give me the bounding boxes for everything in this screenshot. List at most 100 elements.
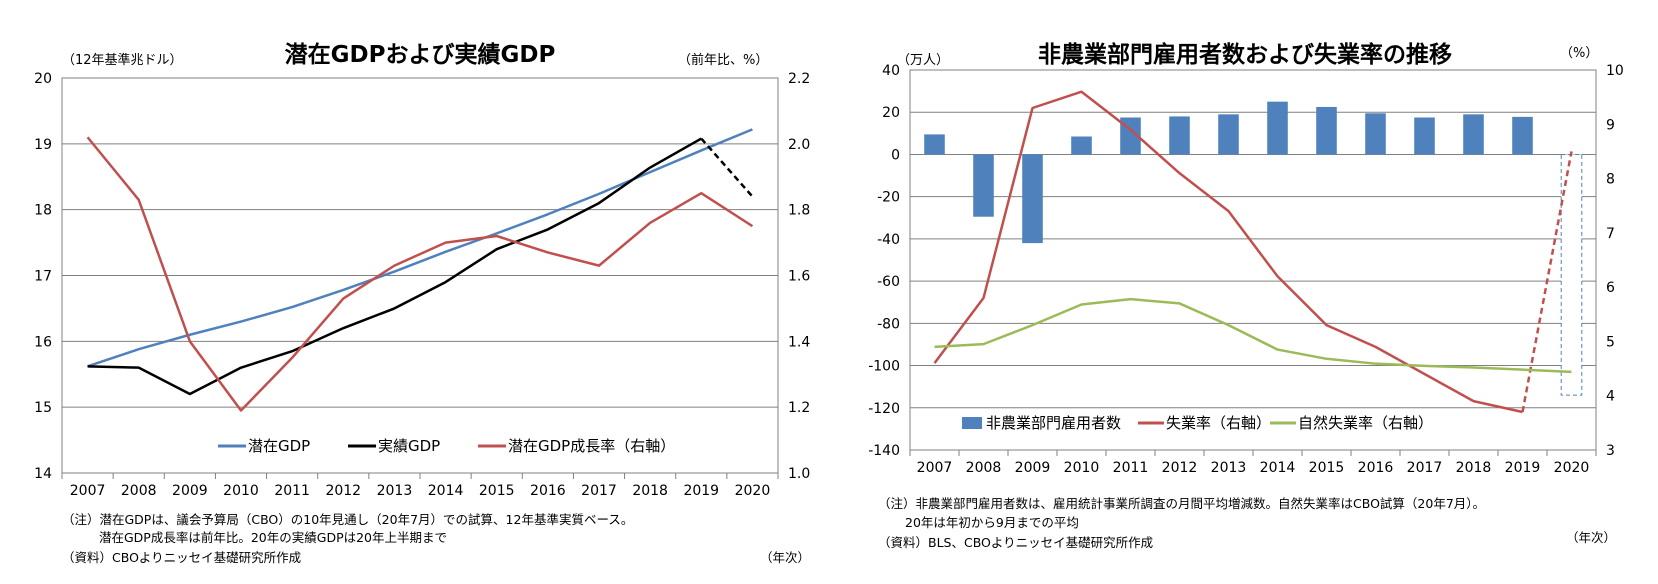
x-tick-label: 2018 [632,483,668,499]
y-tick-label: 14 [34,466,52,482]
y-tick-label: -20 [877,190,900,206]
x-tick-label: 2012 [1162,460,1198,476]
legend-swatch-payrolls [962,417,982,429]
right-axis-unit: （前年比、%） [678,52,768,68]
y-tick-label: 20 [34,71,52,87]
left-x-ticks: 2007 2008 2009 2010 2011 2012 2013 2014 2015 2016… [61,473,779,499]
legend-unemployment: 失業率（右軸） [1166,414,1271,432]
x-tick-label: 2009 [1015,460,1051,476]
x-tick-label: 2009 [172,483,208,499]
y2-tick-label: 8 [1606,172,1615,188]
legend-growth: 潜在GDP成長率（右軸） [508,437,675,455]
bar [924,134,945,155]
left-source: （資料）CBOよりニッセイ基礎研究所作成 [62,550,301,565]
x-tick-label: 2012 [325,483,361,499]
y-tick-label: 17 [34,269,52,285]
series-line [933,90,1523,414]
left-axis-unit: （12年基準兆ドル） [62,52,183,68]
y-tick-label: 40 [882,63,900,79]
right-gridlines [910,111,1596,409]
y-tick-label: 16 [34,334,52,350]
y-tick-label: 15 [34,400,52,416]
y2-tick-label: 1.6 [788,269,810,285]
series-line [87,128,753,368]
left-note-1: （注）潜在GDPは、議会予算局（CBO）の10年見通し（20年7月）での試算、1… [62,512,633,527]
right-chart-right-unit: （%） [1560,46,1598,61]
y2-tick-label: 9 [1606,117,1615,133]
x-tick-label: 2008 [121,483,157,499]
y2-tick-label: 1.4 [788,334,810,350]
y2-tick-label: 6 [1606,280,1615,296]
right-legend: 非農業部門雇用者数 失業率（右軸） 自然失業率（右軸） [962,414,1433,432]
right-note-1: （注）非農業部門雇用者数は、雇用統計事業所調査の月間平均増減数。自然失業率はCB… [878,496,1485,511]
right-note-2: 20年は年初から9月までの平均 [905,515,1079,530]
bar [1512,116,1533,155]
right-series [933,90,1573,414]
y2-tick-label: 2.2 [788,71,810,87]
bar [1267,101,1288,155]
series-line-dashed [1521,151,1573,413]
right-x-unit: （年次） [1566,530,1616,545]
x-tick-label: 2010 [1064,460,1100,476]
right-source: （資料）BLS、CBOよりニッセイ基礎研究所作成 [878,535,1153,550]
y2-tick-label: 1.8 [788,203,810,219]
x-tick-label: 2017 [1407,460,1443,476]
bar [973,154,994,217]
right-y2-ticks: 3 4 5 6 7 8 9 10 [1606,63,1624,459]
left-y-ticks: 14 15 16 17 18 19 20 [34,71,52,482]
legend-natural-rate: 自然失業率（右軸） [1298,414,1433,432]
y2-tick-label: 3 [1606,443,1615,459]
y-tick-label: 19 [34,137,52,153]
x-tick-label: 2011 [274,483,310,499]
x-tick-label: 2017 [581,483,617,499]
y2-tick-label: 1.0 [788,466,810,482]
x-tick-label: 2016 [1358,460,1394,476]
y-tick-label: 18 [34,203,52,219]
y-tick-label: -60 [877,274,900,290]
y2-tick-label: 4 [1606,389,1615,405]
y-tick-label: -80 [877,316,900,332]
y2-tick-label: 10 [1606,63,1624,79]
x-tick-label: 2014 [1260,460,1296,476]
x-tick-label: 2013 [1211,460,1247,476]
legend-actual-gdp: 実績GDP [378,437,440,455]
x-tick-label: 2018 [1456,460,1492,476]
x-tick-label: 2008 [966,460,1002,476]
x-tick-label: 2013 [377,483,413,499]
bar [1218,114,1239,155]
x-tick-label: 2007 [917,460,953,476]
x-tick-label: 2014 [428,483,464,499]
y2-tick-label: 7 [1606,226,1615,242]
left-legend: 潜在GDP 実績GDP 潜在GDP成長率（右軸） [218,437,675,455]
bar [1071,136,1092,155]
bar [1316,106,1337,155]
y2-tick-label: 1.2 [788,400,810,416]
left-x-unit: （年次） [760,550,810,565]
bar [1365,113,1386,155]
bar [1414,117,1435,155]
y2-tick-label: 2.0 [788,137,810,153]
x-tick-label: 2011 [1113,460,1149,476]
y-tick-label: -140 [868,443,900,459]
left-chart-title: 潜在GDPおよび実績GDP [285,41,556,68]
right-plot-frame [909,69,1597,451]
series-line [87,137,702,396]
right-y-ticks: -140 -120 -100 -80 -60 -40 -20 0 20 40 [868,63,900,459]
bar [1169,116,1190,155]
x-tick-label: 2020 [735,483,771,499]
bar [1022,154,1043,244]
x-tick-label: 2015 [479,483,515,499]
right-chart: 非農業部門雇用者数および失業率の推移 （万人） （%） -140 -120 -100… [868,41,1624,550]
y-tick-label: -40 [877,232,900,248]
x-tick-label: 2007 [70,483,106,499]
y2-tick-label: 5 [1606,334,1615,350]
left-note-2: 潜在GDP成長率は前年比。20年の実績GDPは20年上半期まで [99,530,447,545]
right-chart-left-unit: （万人） [897,53,949,68]
y-tick-label: -120 [868,401,900,417]
right-bars [924,101,1583,396]
left-series [86,128,754,412]
legend-payrolls: 非農業部門雇用者数 [986,414,1121,432]
right-chart-title: 非農業部門雇用者数および失業率の推移 [1038,41,1452,68]
x-tick-label: 2019 [683,483,719,499]
